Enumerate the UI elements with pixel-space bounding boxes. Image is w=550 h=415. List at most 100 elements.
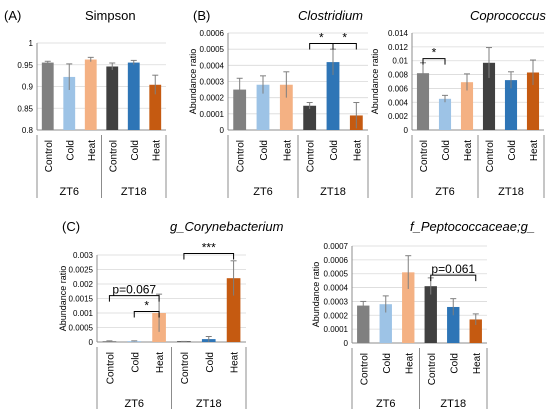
panel-label-a: (A)	[4, 8, 21, 23]
x-tick-label: Control	[359, 353, 370, 385]
y-tick-label: 0.001	[73, 309, 94, 318]
significance-bracket	[430, 274, 477, 282]
x-tick-label: Heat	[529, 140, 540, 161]
significance-label: p=0.067	[112, 283, 156, 297]
y-tick-label: 0.014	[388, 29, 409, 38]
y-tick-label: 0.0015	[69, 295, 94, 304]
chart-title: g_Corynebacterium	[170, 219, 284, 234]
y-tick-label: 0.004	[388, 98, 409, 107]
group-label: ZT6	[124, 398, 144, 410]
y-tick-label: 0	[220, 126, 225, 135]
x-tick-label: Cold	[259, 140, 270, 161]
y-tick-label: 0	[344, 339, 349, 348]
y-tick-label: 0.0003	[200, 78, 225, 87]
y-tick-label: 0.003	[73, 251, 94, 260]
y-axis-label: Abundance ratio	[58, 266, 68, 332]
x-tick-label: Cold	[130, 140, 141, 161]
bar	[469, 319, 482, 343]
bar	[447, 306, 460, 343]
significance-bracket	[332, 43, 357, 50]
x-tick-label: Cold	[65, 140, 76, 161]
y-tick-label: 0.002	[388, 112, 409, 121]
group-label: ZT6	[435, 186, 455, 198]
bar	[63, 76, 76, 130]
y-axis-label: Abundance ratio	[311, 262, 321, 328]
bar	[233, 89, 247, 130]
x-tick-label: Heat	[463, 140, 474, 161]
x-tick-label: Control	[485, 140, 496, 172]
x-tick-label: Heat	[404, 353, 415, 374]
bar	[41, 62, 54, 131]
x-tick-label: Control	[427, 353, 438, 385]
group-label: ZT18	[440, 398, 466, 410]
bar	[279, 84, 293, 130]
x-tick-label: Cold	[507, 140, 518, 161]
y-tick-label: 0.0002	[324, 311, 349, 320]
bar	[102, 341, 117, 342]
significance-label: p=0.061	[431, 262, 475, 276]
chart-title: f_Peptococcaceae;g_	[410, 219, 535, 234]
bar	[127, 62, 140, 131]
x-tick-label: Cold	[441, 140, 452, 161]
x-tick-label: Control	[44, 140, 55, 172]
y-tick-label: 0.8	[22, 126, 34, 135]
x-tick-label: Cold	[449, 353, 460, 374]
x-tick-label: Cold	[382, 353, 393, 374]
y-tick-label: 0.0004	[200, 61, 225, 70]
bar	[379, 304, 392, 343]
significance-bracket	[422, 58, 446, 65]
bar	[424, 286, 437, 343]
bar	[303, 105, 317, 130]
x-tick-label: Heat	[282, 140, 293, 161]
y-tick-label: 0.0005	[324, 270, 349, 279]
y-tick-label: 0.0001	[200, 110, 225, 119]
bar	[357, 305, 370, 343]
group-label: ZT18	[196, 398, 222, 410]
bar	[402, 272, 415, 343]
x-tick-label: Heat	[151, 140, 162, 161]
y-tick-label: 0.006	[388, 84, 409, 93]
y-tick-label: 0.0005	[200, 45, 225, 54]
chart-title: Coprococcus	[470, 8, 546, 23]
group-label: ZT6	[59, 186, 79, 198]
chart-title: Clostridium	[298, 8, 363, 23]
bar	[416, 73, 430, 130]
y-tick-label: 0.002	[73, 280, 94, 289]
significance-label: *	[432, 46, 437, 60]
bar	[149, 84, 162, 130]
y-tick-label: 0.95	[17, 61, 33, 70]
significance-bracket	[133, 311, 160, 318]
bar	[504, 80, 518, 130]
bar	[326, 62, 340, 130]
y-tick-label: 0.0004	[324, 284, 349, 293]
y-tick-label: 0	[89, 338, 94, 347]
significance-bracket	[183, 253, 235, 260]
y-tick-label: 0.0025	[69, 266, 94, 275]
y-tick-label: 0.0006	[324, 256, 349, 265]
chart-title: Simpson	[85, 8, 136, 23]
x-tick-label: Cold	[130, 352, 141, 373]
y-tick-label: 0.01	[392, 57, 408, 66]
x-tick-label: Control	[306, 140, 317, 172]
x-tick-label: Control	[108, 140, 119, 172]
y-tick-label: 0.0006	[200, 29, 225, 38]
x-tick-label: Heat	[230, 352, 241, 373]
significance-label: *	[342, 31, 347, 45]
y-tick-label: 0.0007	[324, 242, 349, 251]
bar	[256, 84, 270, 130]
panel-label-b: (B)	[193, 8, 210, 23]
group-label: ZT18	[498, 186, 524, 198]
chart-peptococcaceae: f_Peptococcaceae;g_ Abundance ratio 0 0.000…	[311, 219, 535, 410]
chart-corynebacterium: g_Corynebacterium Abundance ratio 0 0.0005 0…	[58, 219, 284, 410]
bar	[127, 341, 142, 342]
bar	[482, 62, 496, 130]
x-tick-label: Heat	[155, 352, 166, 373]
x-tick-label: Control	[236, 140, 247, 172]
significance-bracket	[108, 295, 160, 302]
group-label: ZT18	[121, 186, 147, 198]
group-label: ZT18	[320, 186, 346, 198]
significance-label: *	[144, 299, 149, 313]
x-tick-label: Control	[180, 352, 191, 384]
bar	[438, 98, 452, 130]
